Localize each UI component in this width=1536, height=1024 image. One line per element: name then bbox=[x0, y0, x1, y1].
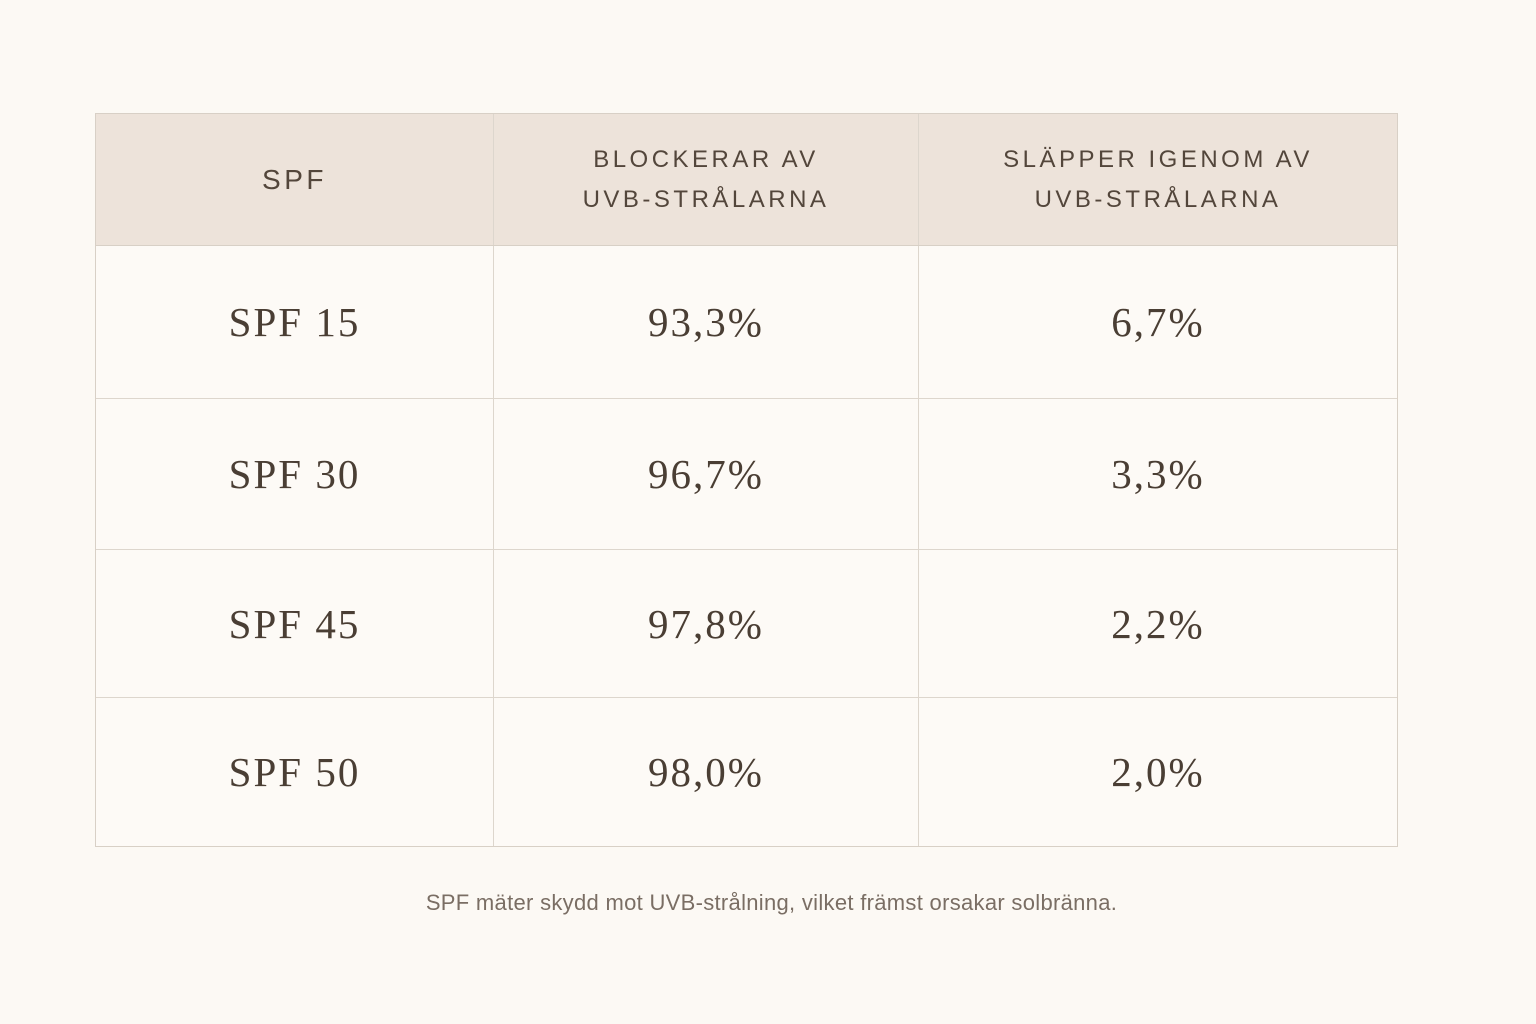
header-cell-spf: SPF bbox=[96, 114, 494, 245]
header-cell-lets-through: SLÄPPER IGENOM AV UVB-STRÅLARNA bbox=[919, 114, 1397, 245]
cell-blocks: 98,0% bbox=[494, 698, 919, 846]
blocks-value: 93,3% bbox=[648, 299, 764, 345]
table-row: SPF 45 97,8% 2,2% bbox=[96, 550, 1397, 698]
spf-value: SPF 30 bbox=[228, 451, 361, 497]
lets-through-value: 2,2% bbox=[1111, 600, 1205, 647]
lets-through-value: 2,0% bbox=[1111, 749, 1205, 795]
cell-spf: SPF 45 bbox=[96, 550, 494, 697]
spf-value: SPF 15 bbox=[228, 299, 361, 345]
cell-blocks: 97,8% bbox=[494, 550, 919, 697]
lets-through-value: 3,3% bbox=[1111, 451, 1205, 497]
footnote: SPF mäter skydd mot UVB-strålning, vilke… bbox=[425, 890, 1118, 915]
cell-blocks: 93,3% bbox=[494, 246, 919, 398]
table-header-row: SPF BLOCKERAR AV UVB-STRÅLARNA SLÄPPER I… bbox=[96, 114, 1397, 246]
cell-lets-through: 2,2% bbox=[919, 550, 1397, 697]
table-row: SPF 15 93,3% 6,7% bbox=[96, 246, 1397, 399]
header-cell-blocks: BLOCKERAR AV UVB-STRÅLARNA bbox=[494, 114, 919, 245]
spf-table: SPF BLOCKERAR AV UVB-STRÅLARNA SLÄPPER I… bbox=[95, 113, 1398, 847]
table-row: SPF 30 96,7% 3,3% bbox=[96, 399, 1397, 550]
cell-lets-through: 2,0% bbox=[919, 698, 1397, 846]
cell-lets-through: 6,7% bbox=[919, 246, 1397, 398]
cell-blocks: 96,7% bbox=[494, 399, 919, 549]
table-row: SPF 50 98,0% 2,0% bbox=[96, 698, 1397, 846]
cell-spf: SPF 50 bbox=[96, 698, 494, 846]
blocks-value: 97,8% bbox=[648, 600, 764, 647]
header-label-blocks: BLOCKERAR AV UVB-STRÅLARNA bbox=[582, 145, 830, 213]
header-label-lets-through: SLÄPPER IGENOM AV UVB-STRÅLARNA bbox=[1003, 145, 1313, 213]
spf-value: SPF 45 bbox=[228, 600, 361, 647]
cell-lets-through: 3,3% bbox=[919, 399, 1397, 549]
spf-value: SPF 50 bbox=[228, 749, 361, 795]
lets-through-value: 6,7% bbox=[1111, 299, 1205, 345]
blocks-value: 96,7% bbox=[648, 451, 764, 497]
blocks-value: 98,0% bbox=[648, 749, 764, 795]
header-label-spf: SPF bbox=[262, 163, 327, 195]
cell-spf: SPF 30 bbox=[96, 399, 494, 549]
cell-spf: SPF 15 bbox=[96, 246, 494, 398]
